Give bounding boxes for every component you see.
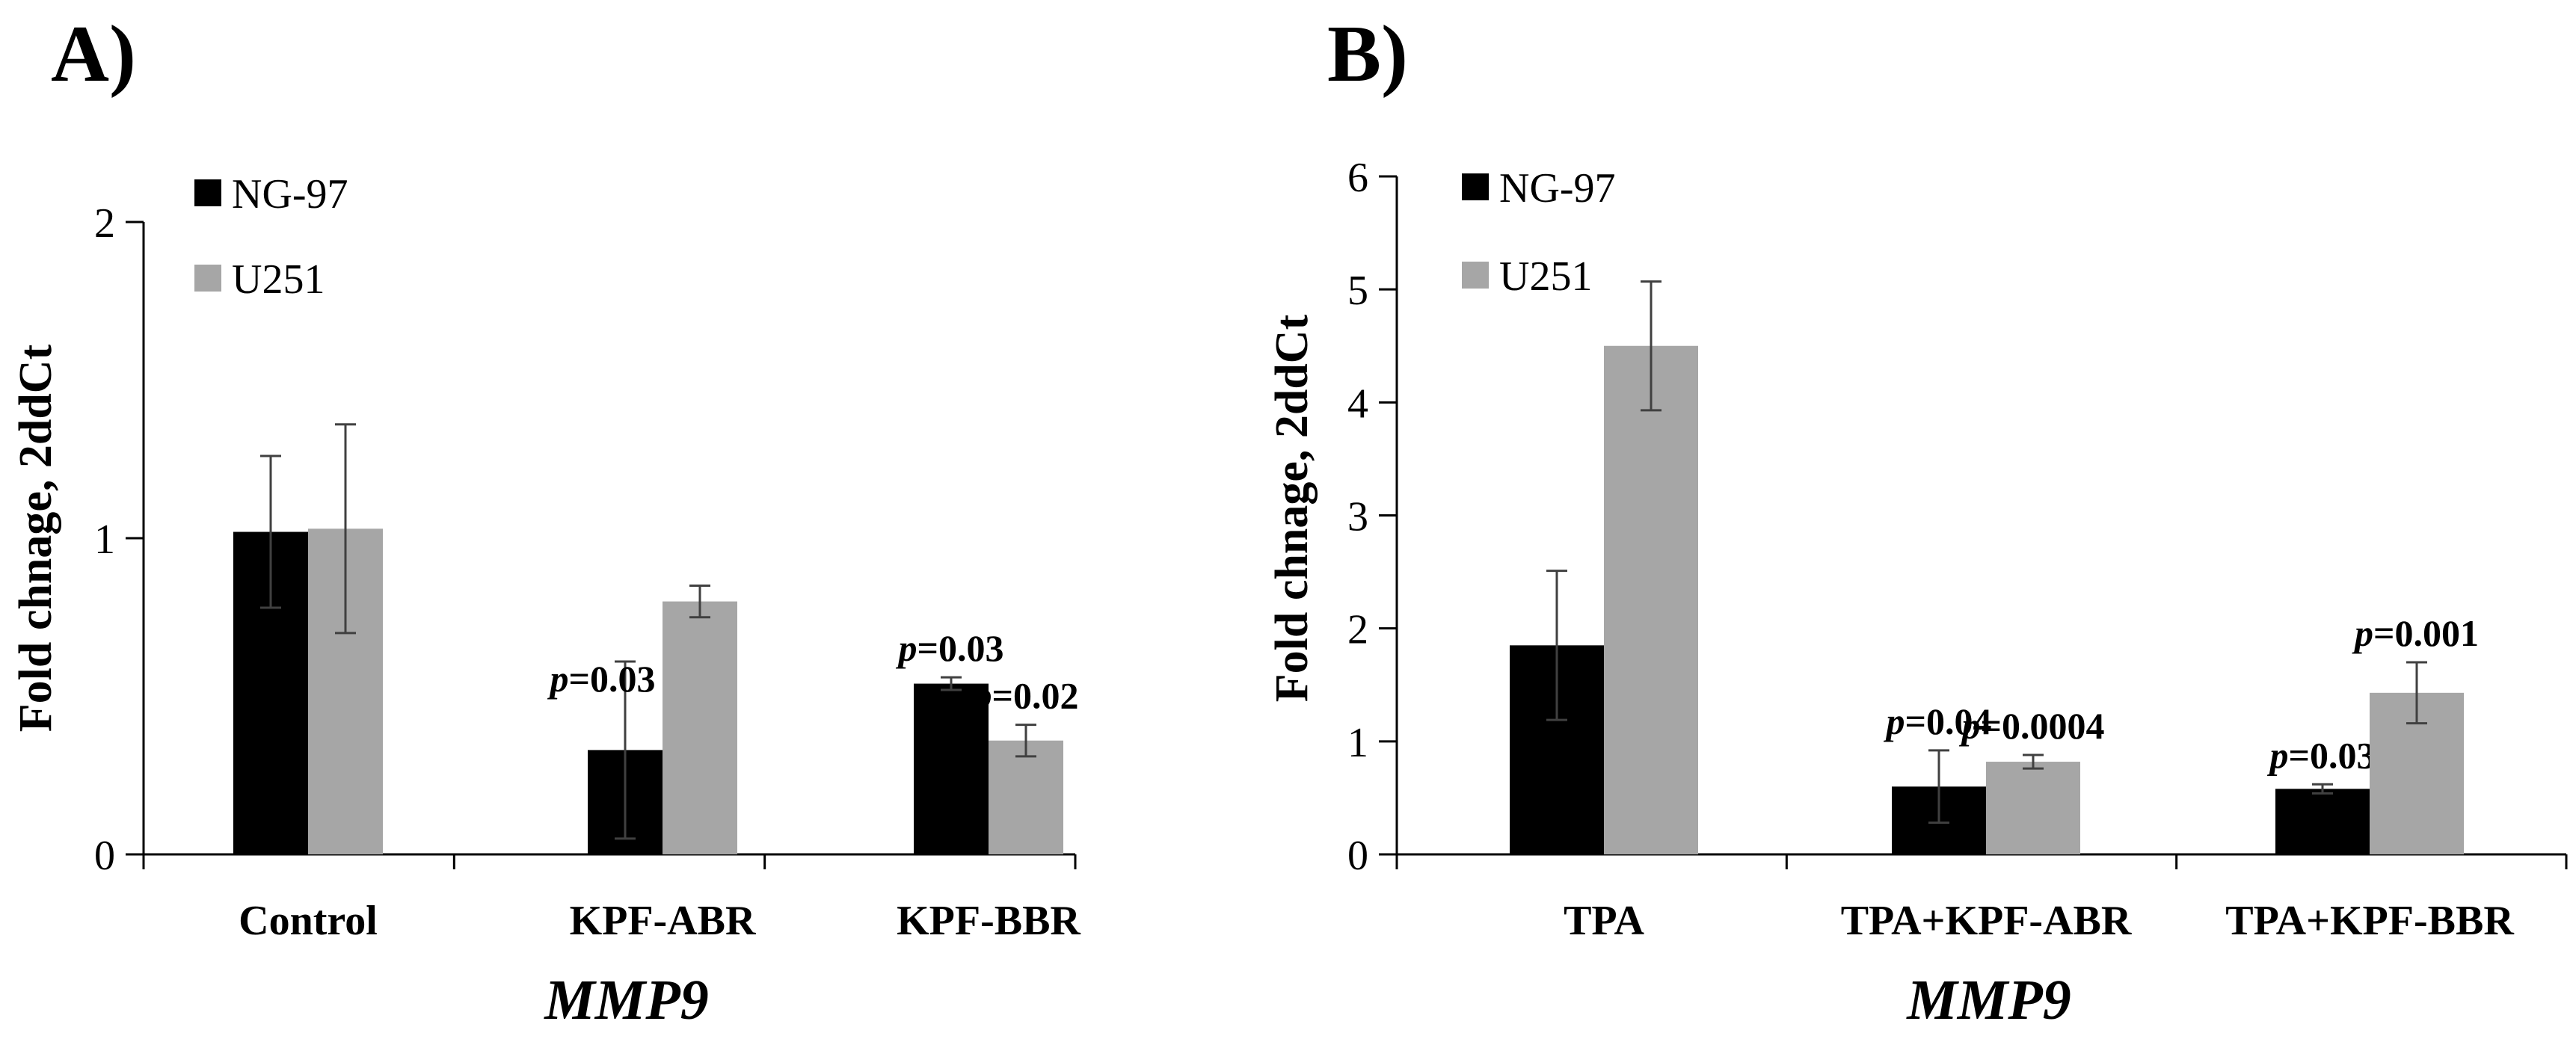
error-bar: [1928, 749, 1949, 824]
legend-label: U251: [232, 256, 325, 303]
category-label: KPF-BBR: [897, 898, 1080, 944]
y-tick-label: 0: [94, 833, 115, 879]
p-value-label: p=0.001: [2352, 612, 2479, 654]
legend-swatch: [1462, 173, 1489, 200]
p-value-label: p=0.03: [896, 627, 1004, 669]
y-tick-label: 4: [1347, 380, 1368, 427]
y-tick-label: 0: [1347, 833, 1368, 879]
y-tick-label: 5: [1347, 268, 1368, 314]
legend-label: NG-97: [232, 171, 348, 218]
bar-u251-kpf-abr: [663, 601, 737, 854]
error-bar: [2406, 661, 2427, 725]
y-tick-label: 6: [1347, 155, 1368, 201]
error-bar: [2312, 783, 2333, 795]
p-value-label: p=0.03: [2267, 734, 2376, 776]
error-bar: [1641, 280, 1662, 412]
y-tick-label: 1: [94, 517, 115, 563]
p-value-label: p=0.03: [547, 658, 656, 700]
bar-u251-tpa: [1604, 345, 1698, 854]
y-axis-label: Fold chnage, 2ddCt: [1267, 314, 1318, 702]
p-value-label: p=0.02: [971, 675, 1079, 717]
bar-ng-97-kpf-bbr: [914, 683, 989, 854]
category-label: TPA+KPF-ABR: [1841, 898, 2132, 944]
category-label: KPF-ABR: [570, 898, 756, 944]
category-label: TPA+KPF-BBR: [2225, 898, 2514, 944]
p-value-label: p=0.0004: [1959, 705, 2105, 747]
x-axis-label: MMP9: [544, 969, 709, 1032]
legend-label: U251: [1499, 253, 1592, 300]
legend: NG-97 U251: [194, 171, 348, 303]
y-tick-label: 2: [94, 200, 115, 247]
chart-panel-a: A) 0 1 2 Fold chnage, 2ddCt Control p=0.03 KPF-…: [10, 10, 1080, 1032]
bar-ng-97-tpa-kpf-bbr: [2275, 789, 2370, 854]
error-bar: [2023, 753, 2044, 770]
bar-u251-kpf-bbr: [989, 740, 1063, 854]
y-tick-label: 3: [1347, 494, 1368, 540]
error-bar: [260, 454, 281, 609]
panel-label: A): [51, 10, 136, 99]
p-value-label: p=0.04: [1884, 700, 1992, 742]
error-bar: [941, 676, 962, 691]
x-axis-label: MMP9: [1906, 969, 2071, 1032]
y-tick-label: 1: [1347, 720, 1368, 766]
panel-label: B): [1327, 10, 1408, 99]
y-tick-label: 2: [1347, 607, 1368, 653]
legend-swatch: [1462, 262, 1489, 289]
legend-label: NG-97: [1499, 165, 1616, 212]
error-bar: [689, 584, 710, 619]
legend: NG-97 U251: [1462, 165, 1616, 300]
error-bar: [335, 423, 356, 635]
error-bar: [1015, 724, 1036, 758]
legend-swatch: [194, 179, 221, 206]
legend-swatch: [194, 265, 221, 292]
category-label: Control: [239, 898, 378, 944]
category-label: TPA: [1564, 898, 1644, 944]
error-bar: [615, 660, 636, 840]
error-bar: [1546, 570, 1567, 721]
y-axis-label: Fold chnage, 2ddCt: [10, 344, 61, 732]
bar-u251-tpa-kpf-abr: [1986, 762, 2080, 854]
